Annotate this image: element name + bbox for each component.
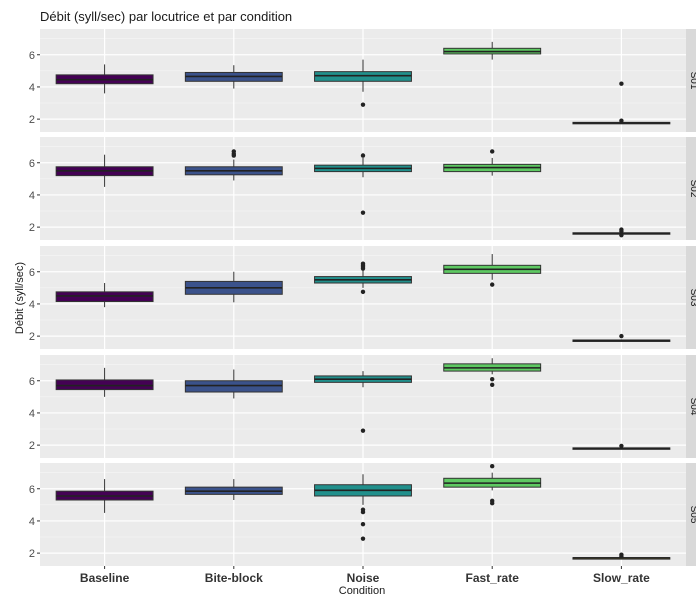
box-iqr <box>55 379 154 391</box>
outlier-point <box>490 282 495 287</box>
box-Baseline <box>55 367 154 397</box>
box-Slow_rate <box>572 81 671 125</box>
x-tick-label: Baseline <box>80 571 130 585</box>
box-Noise <box>314 153 412 215</box>
outlier-point <box>360 210 366 215</box>
facet-strip <box>686 355 696 458</box>
box-Noise <box>314 474 412 541</box>
facet-panel-S04: 2 4 6 S04 <box>29 355 696 458</box>
facet-strip <box>686 137 696 240</box>
outlier-point <box>360 289 366 295</box>
chart-title: Débit (syll/sec) par locutrice et par co… <box>40 9 292 24</box>
y-tick-label: 4 <box>29 82 35 94</box>
outlier-point <box>490 376 495 382</box>
outlier-point <box>360 521 366 527</box>
box-iqr <box>184 380 283 393</box>
facet-strip-label: S04 <box>688 398 696 416</box>
y-tick-label: 4 <box>29 299 35 311</box>
y-tick-label: 6 <box>29 50 35 62</box>
y-tick-label: 2 <box>29 222 35 234</box>
facet-strip-label: S01 <box>688 72 696 90</box>
x-axis: Baseline Bite-block Noise Fast_rate Slow_rat… <box>80 566 650 585</box>
outlier-point <box>490 149 495 154</box>
x-axis-label: Condition <box>339 585 385 597</box>
box-Bite-block <box>184 369 283 399</box>
facet-strip <box>686 246 696 349</box>
outlier-point <box>619 118 624 123</box>
box-Noise <box>314 261 412 295</box>
box-Noise <box>314 59 412 107</box>
box-Slow_rate <box>572 333 671 342</box>
outlier-point <box>360 266 366 271</box>
box-Slow_rate <box>572 443 671 450</box>
facet-strip <box>686 463 696 566</box>
facet-strip-label: S02 <box>688 180 696 198</box>
box-Fast_rate <box>443 254 542 287</box>
box-Noise <box>314 371 412 433</box>
box-Fast_rate <box>443 464 542 506</box>
box-Baseline <box>55 283 154 308</box>
y-tick-label: 4 <box>29 190 35 202</box>
y-axis-label: Débit (syll/sec) <box>14 262 26 334</box>
outlier-point <box>360 153 366 158</box>
y-tick-label: 6 <box>29 484 35 496</box>
box-Baseline <box>55 64 154 94</box>
x-tick-label: Fast_rate <box>466 571 520 585</box>
outlier-point <box>619 228 624 234</box>
outlier-point <box>619 232 624 238</box>
box-iqr <box>55 291 154 303</box>
facet-panel-S03: 2 4 6 S03 <box>29 246 696 349</box>
facet-strip-label: S05 <box>688 506 696 524</box>
box-Slow_rate <box>572 552 671 560</box>
box-Bite-block <box>184 271 283 303</box>
box-Bite-block <box>184 479 283 501</box>
facet-panel-S05: 2 4 6 S05 <box>29 463 696 566</box>
y-tick-label: 4 <box>29 516 35 528</box>
facet-strip <box>686 29 696 132</box>
outlier-point <box>490 501 495 506</box>
facet-panel-S01: 2 4 6 S01 <box>29 29 696 132</box>
outlier-point <box>619 443 624 449</box>
box-Baseline <box>55 154 154 187</box>
outlier-point <box>360 428 366 433</box>
box-Fast_rate <box>443 358 542 387</box>
y-tick-label: 6 <box>29 267 35 279</box>
y-tick-label: 2 <box>29 331 35 343</box>
box-Slow_rate <box>572 227 671 238</box>
box-iqr <box>314 71 412 82</box>
outlier-point <box>490 382 495 387</box>
y-tick-label: 4 <box>29 408 35 420</box>
facet-strip-label: S03 <box>688 289 696 307</box>
box-Fast_rate <box>443 41 542 60</box>
outlier-point <box>360 536 366 541</box>
facet-panels: 2 4 6 S01 2 4 6 S02 2 4 6 S03 2 4 6 S04 2 4 6 S05 <box>29 29 696 566</box>
y-tick-label: 6 <box>29 158 35 170</box>
outlier-point <box>619 554 624 559</box>
x-tick-label: Bite-block <box>205 571 263 585</box>
box-Baseline <box>55 479 154 513</box>
x-tick-label: Slow_rate <box>593 571 650 585</box>
outlier-point <box>490 464 495 469</box>
outlier-point <box>619 81 624 86</box>
outlier-point <box>231 153 236 158</box>
outlier-point <box>619 333 624 339</box>
y-tick-label: 2 <box>29 114 35 126</box>
outlier-point <box>360 102 366 107</box>
y-tick-label: 6 <box>29 376 35 388</box>
box-Bite-block <box>184 65 283 89</box>
y-tick-label: 2 <box>29 440 35 452</box>
box-Bite-block <box>184 149 283 181</box>
facet-panel-S02: 2 4 6 S02 <box>29 137 696 240</box>
x-tick-label: Noise <box>347 571 380 585</box>
outlier-point <box>360 509 366 515</box>
y-tick-label: 2 <box>29 548 35 560</box>
box-Fast_rate <box>443 149 542 176</box>
